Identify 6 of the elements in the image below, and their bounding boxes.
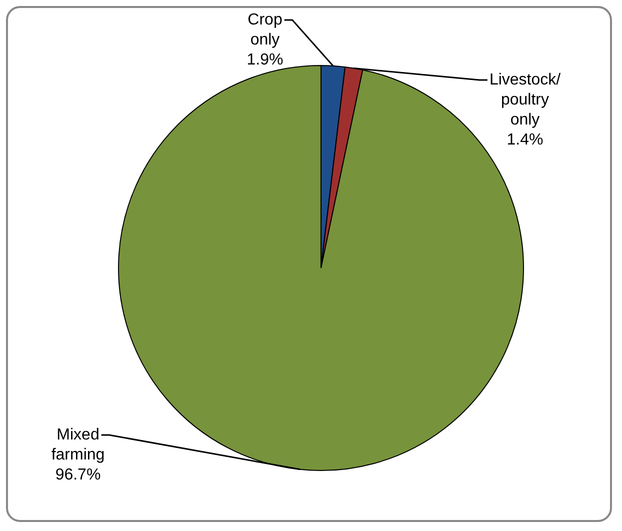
slice-label: Crop only bbox=[248, 11, 282, 48]
data-label: 96.7% bbox=[55, 466, 101, 484]
data-label: 1.9% bbox=[246, 51, 284, 68]
data-label: 1.4% bbox=[506, 131, 544, 148]
slice-label: Livestock/ poultry only bbox=[489, 71, 562, 128]
slice-label: Mixed farming bbox=[51, 426, 105, 464]
